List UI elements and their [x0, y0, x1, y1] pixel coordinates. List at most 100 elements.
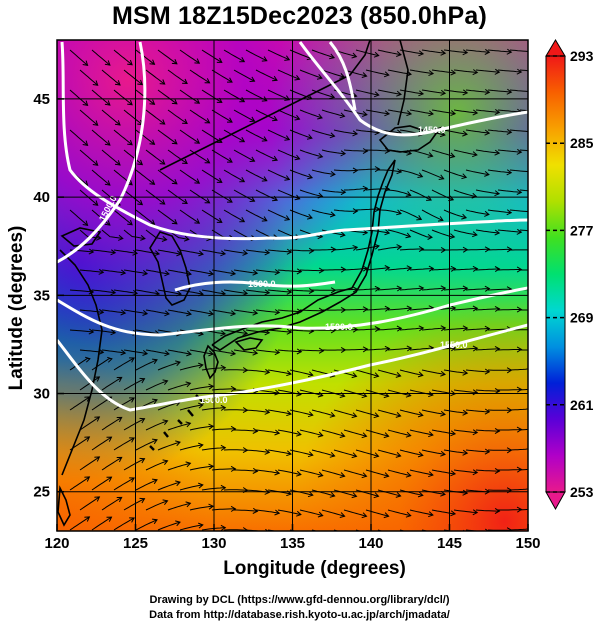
streamline [311, 129, 335, 137]
streamline-arrowhead [539, 308, 543, 313]
colorbar-tick-label: 253 [570, 484, 594, 500]
streamline-arrowhead [318, 347, 325, 354]
streamline [365, 308, 390, 311]
streamline-arrowhead [175, 360, 181, 367]
streamline [519, 388, 528, 391]
streamline [312, 248, 336, 251]
streamline-arrowhead [351, 372, 358, 379]
streamline [255, 469, 280, 474]
y-tick-label: 30 [33, 386, 50, 403]
streamline-arrowhead [516, 148, 523, 155]
streamline [113, 209, 133, 226]
streamline-arrowhead [396, 209, 402, 216]
streamline [179, 209, 200, 224]
streamline-arrowhead [472, 151, 478, 158]
streamline-arrowhead [461, 213, 468, 220]
streamline [135, 209, 155, 225]
streamline [355, 288, 380, 291]
streamline [421, 49, 446, 54]
streamline [189, 149, 210, 164]
streamline-arrowhead [529, 49, 534, 54]
streamline [519, 508, 528, 511]
streamline [365, 149, 390, 152]
streamline-arrowhead [171, 219, 178, 225]
streamline-arrowhead [220, 524, 227, 531]
streamline-arrowhead [159, 159, 166, 165]
streamline [211, 388, 236, 391]
streamline [277, 469, 301, 476]
streamline-arrowhead [94, 376, 101, 382]
streamline-arrowhead [339, 231, 346, 238]
streamline-arrowhead [208, 270, 214, 277]
streamline-arrowhead [494, 109, 501, 115]
streamline [79, 496, 100, 511]
streamline [157, 249, 182, 255]
streamline-arrowhead [106, 476, 113, 482]
streamline-arrowhead [286, 288, 293, 295]
streamline-arrowhead [373, 51, 380, 58]
streamline [189, 385, 214, 391]
streamline [365, 469, 389, 477]
streamline-arrowhead [427, 233, 433, 240]
streamline-arrowhead [204, 158, 211, 164]
streamline [497, 269, 522, 271]
streamline [409, 109, 434, 115]
streamline-arrowhead [373, 91, 380, 98]
streamline-arrowhead [127, 139, 133, 146]
streamline [399, 327, 424, 331]
streamline [343, 348, 368, 351]
streamline-arrowhead [252, 507, 259, 514]
streamline-arrowhead [318, 267, 325, 274]
streamline-arrowhead [186, 350, 192, 357]
streamline-arrowhead [152, 478, 158, 485]
streamline-arrowhead [159, 199, 166, 205]
streamline [79, 456, 100, 471]
streamline-arrowhead [484, 285, 491, 292]
streamline [167, 502, 191, 511]
streamline-arrowhead [252, 349, 259, 356]
streamline [453, 307, 478, 311]
streamline-arrowhead [284, 95, 291, 101]
streamline [387, 229, 411, 238]
russia-coast [159, 40, 371, 171]
streamline-arrowhead [92, 160, 99, 166]
streamline [135, 169, 155, 185]
streamline-arrowhead [198, 522, 204, 529]
streamline [399, 209, 422, 220]
streamline [135, 359, 158, 371]
streamline-arrowhead [252, 309, 259, 316]
streamline [453, 189, 477, 198]
streamline [355, 89, 379, 96]
x-tick-label: 145 [437, 535, 462, 552]
streamline-arrowhead [351, 452, 358, 459]
wind-streamlines [69, 48, 543, 538]
streamline [509, 129, 528, 133]
streamline-arrowhead [396, 325, 403, 332]
streamline-arrowhead [450, 265, 457, 272]
streamline [245, 289, 270, 294]
streamline [355, 449, 379, 457]
streamline [101, 309, 126, 314]
streamline [157, 361, 181, 371]
streamline-arrowhead [494, 266, 501, 273]
contour-line-1450-ne [328, 41, 357, 111]
streamline [101, 109, 121, 126]
streamline-arrowhead [450, 470, 457, 477]
streamline [431, 69, 456, 74]
streamline-arrowhead [352, 533, 357, 538]
streamline [245, 449, 270, 453]
streamline [498, 388, 522, 391]
streamline-arrowhead [374, 326, 381, 333]
streamline [234, 469, 258, 472]
streamline-arrowhead [116, 376, 123, 383]
streamline-arrowhead [204, 198, 211, 204]
streamline-arrowhead [171, 179, 178, 185]
streamline [421, 449, 446, 455]
streamline [333, 369, 357, 377]
streamline-arrowhead [249, 196, 256, 202]
streamline-arrowhead [472, 389, 479, 396]
streamline [334, 329, 358, 331]
streamline [443, 129, 468, 135]
sakhalin-coast [397, 40, 409, 126]
streamline-arrowhead [373, 492, 380, 499]
